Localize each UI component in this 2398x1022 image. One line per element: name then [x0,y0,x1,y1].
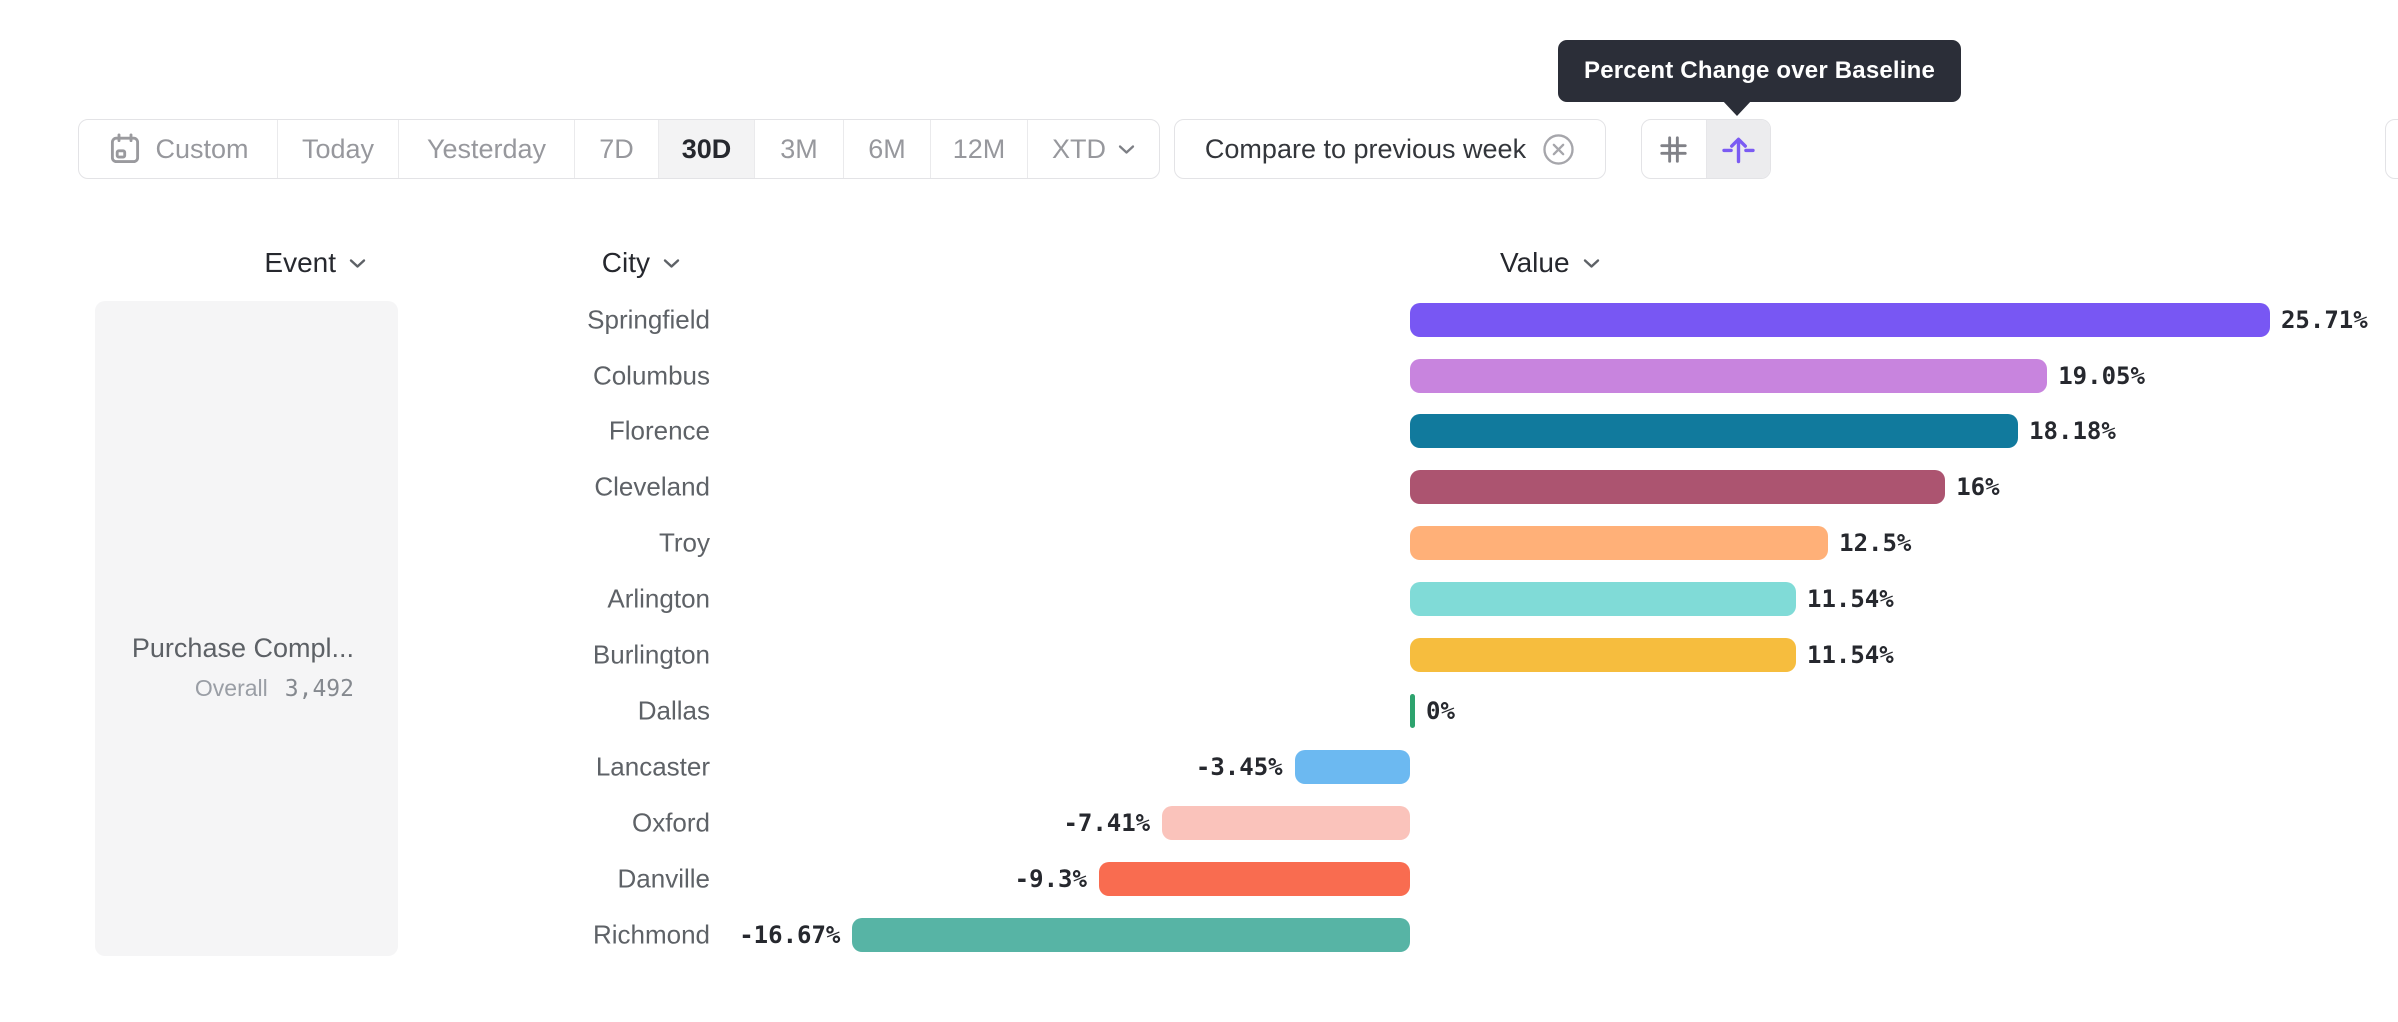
bar[interactable] [1294,749,1410,784]
city-label: Richmond [592,919,710,949]
bar[interactable] [1162,805,1410,840]
city-label: Florence [608,415,710,446]
bar[interactable] [1410,638,1796,672]
overall-label: Overall [194,675,268,701]
city-label: Lancaster [595,751,710,782]
date-button-label: 6M [868,133,906,164]
chevron-down-icon [1118,144,1135,155]
event-overall-row: Overall 3,492 [195,675,354,702]
city-label: Springfield [587,304,710,335]
date-button-label: 7D [599,133,634,164]
event-card[interactable]: Purchase Compl... Overall 3,492 [95,301,398,956]
value-label: 25.71% [2280,305,2368,334]
column-header-value[interactable]: Value [1500,247,1600,279]
city-label: Columbus [592,360,710,390]
bar[interactable] [1410,526,1829,561]
city-label: Burlington [592,639,710,670]
chart-row: Burlington 11.54% [0,627,2398,683]
event-title: Purchase Compl... [131,633,354,663]
city-label: Arlington [607,583,710,614]
bar[interactable] [1410,302,2270,337]
date-button-today[interactable]: Today [277,120,398,178]
chart-row: Cleveland 16% [0,459,2398,515]
chart-row: Danville -9.3% [0,851,2398,907]
date-button-label: Custom [155,133,249,164]
tooltip-arrow [1722,100,1752,116]
value-label: -3.45% [1195,752,1283,781]
close-circle-icon[interactable] [1542,133,1575,166]
value-label: 12.5% [1839,529,1912,558]
chart-row: Dallas 0% [0,683,2398,739]
value-label: -7.41% [1063,808,1151,837]
column-header-event[interactable]: Event [264,247,366,279]
chart-row: Columbus 19.05% [0,348,2398,404]
cutoff-button-group[interactable] [2385,119,2398,179]
column-header-city[interactable]: City [602,247,680,279]
date-button-label: 30D [681,133,732,164]
chevron-down-icon [349,258,366,269]
value-display-toggle [1641,119,1771,179]
chart-row: Richmond -16.67% [0,907,2398,963]
value-label: 18.18% [2029,417,2116,446]
chart-row: Troy 12.5% [0,515,2398,571]
value-label: -16.67% [739,920,841,949]
date-button-xtd[interactable]: XTD [1027,120,1159,178]
date-button-custom[interactable]: Custom [79,120,277,178]
value-label: 16% [1956,473,2000,502]
bar[interactable] [1098,861,1410,896]
date-button-6m[interactable]: 6M [843,120,930,178]
date-range-group: Custom Today Yesterday 7D 30D 3M 6M 12M … [78,119,1160,179]
column-header-label: Event [264,247,336,278]
chart-row: Oxford -7.41% [0,795,2398,851]
bar[interactable] [1410,358,2048,393]
baseline-arrow-icon [1720,131,1757,168]
date-button-label: Yesterday [426,133,547,164]
date-button-12m[interactable]: 12M [930,120,1027,178]
date-button-30d[interactable]: 30D [658,120,754,178]
chevron-down-icon [663,258,680,269]
toolbar: Custom Today Yesterday 7D 30D 3M 6M 12M … [0,119,2398,179]
bar[interactable] [852,917,1410,952]
chevron-down-icon [1583,258,1600,269]
compare-chip-label: Compare to previous week [1204,133,1527,164]
bar[interactable] [1410,693,1415,728]
date-button-label: 3M [780,133,818,164]
date-button-label: 12M [952,133,1006,164]
column-header-label: Value [1500,247,1570,278]
value-label: 19.05% [2058,361,2145,390]
bar[interactable] [1410,414,2019,449]
bar[interactable] [1410,470,1946,505]
overall-value: 3,492 [284,676,354,702]
toggle-percent-change-baseline[interactable] [1705,120,1770,178]
date-button-label: Today [301,133,375,164]
value-label: 0% [1426,696,1455,725]
chart-row: Lancaster -3.45% [0,739,2398,795]
tooltip-percent-change: Percent Change over Baseline [1558,40,1962,102]
tooltip-text: Percent Change over Baseline [1584,57,1936,84]
date-button-7d[interactable]: 7D [574,120,658,178]
chart-row: Arlington 11.54% [0,571,2398,627]
bar[interactable] [1410,582,1796,617]
hash-icon [1657,133,1690,166]
toggle-absolute-values[interactable] [1642,120,1706,178]
date-button-yesterday[interactable]: Yesterday [398,120,574,178]
date-button-label: XTD [1052,133,1106,164]
city-label: Troy [658,527,710,558]
chart-row: Florence 18.18% [0,403,2398,459]
value-label: -9.3% [1014,864,1087,893]
column-header-label: City [601,247,650,278]
compare-chip[interactable]: Compare to previous week [1174,119,1606,179]
calendar-icon [107,131,143,167]
city-label: Dallas [637,695,710,726]
chart-row: Springfield 25.71% [0,292,2398,348]
city-label: Danville [617,863,711,894]
city-label: Oxford [631,807,710,838]
date-button-3m[interactable]: 3M [754,120,843,178]
city-label: Cleveland [594,471,710,502]
value-label: 11.54% [1807,641,1894,669]
value-label: 11.54% [1807,585,1894,614]
